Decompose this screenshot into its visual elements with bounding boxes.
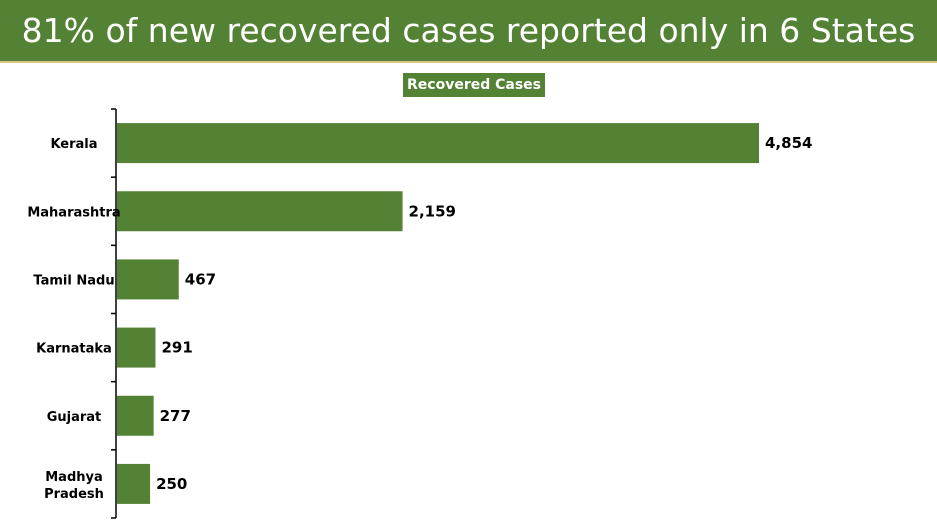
chart-series-label: Recovered Cases [403,73,545,97]
data-label: 4,854 [765,134,812,152]
bar-maharashtra [117,191,403,232]
bar-kerala [117,123,759,164]
data-label: 277 [160,407,191,425]
data-label: 291 [161,339,192,357]
category-label: Kerala [50,137,97,152]
category-label: Gujarat [47,410,102,425]
bar-madhya-pradesh [117,463,151,504]
data-label: 2,159 [409,202,456,220]
category-label: Madhya Pradesh [44,470,104,502]
category-label: Karnataka [36,342,112,357]
data-label: 467 [185,270,216,288]
data-label: 250 [156,475,187,493]
bar-tamil-nadu [117,259,179,300]
category-label: Maharashtra [27,205,120,220]
bar-gujarat [117,395,154,436]
page-title: 81% of new recovered cases reported only… [21,11,916,50]
category-label: Tamil Nadu [33,273,114,288]
bar-karnataka [117,327,156,368]
title-bar: 81% of new recovered cases reported only… [0,0,937,63]
